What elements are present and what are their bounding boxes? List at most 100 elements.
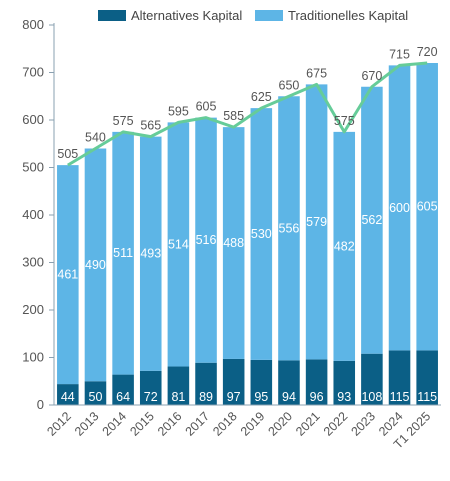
label-alternative: 93 [337, 390, 351, 404]
label-alternative: 72 [144, 390, 158, 404]
label-alternative: 64 [116, 390, 130, 404]
x-tick-label: 2023 [348, 409, 378, 439]
label-traditional: 511 [113, 246, 133, 260]
bar-alternative [222, 358, 245, 405]
label-traditional: 605 [417, 200, 438, 214]
bar-alternative [139, 370, 162, 405]
label-traditional: 490 [85, 258, 106, 272]
bar-traditional [195, 117, 217, 363]
label-traditional: 461 [57, 268, 78, 282]
bars [57, 63, 438, 405]
label-total: 575 [334, 114, 355, 128]
label-alternative: 115 [390, 390, 410, 404]
y-tick-label: 400 [22, 207, 44, 222]
y-tick-label: 800 [22, 17, 44, 32]
label-alternative: 115 [417, 390, 437, 404]
bar-traditional [250, 108, 273, 360]
label-total: 595 [168, 104, 189, 118]
label-total: 605 [196, 100, 217, 114]
bar-traditional [333, 131, 356, 361]
bar-alternative [250, 359, 273, 405]
legend: Alternatives Kapital Traditionelles Kapi… [98, 8, 408, 23]
label-traditional: 516 [196, 233, 217, 247]
total-line [67, 61, 428, 167]
x-tick-label: 2018 [210, 409, 240, 439]
label-alternative: 94 [282, 390, 296, 404]
bar-traditional [388, 65, 411, 351]
x-tick-label: 2014 [100, 409, 130, 439]
x-tick-label: 2022 [321, 409, 351, 439]
label-total: 670 [361, 69, 382, 83]
label-traditional: 482 [334, 239, 355, 253]
bar-traditional [167, 122, 190, 367]
y-tick-label: 500 [22, 160, 44, 175]
label-total: 565 [140, 119, 161, 133]
bar-alternative [333, 360, 356, 405]
label-alternative: 95 [254, 390, 268, 404]
label-total: 675 [306, 66, 327, 80]
bar-alternative [305, 359, 328, 405]
bar-alternative [112, 374, 134, 405]
y-tick-label: 300 [22, 255, 44, 270]
bar-traditional [361, 86, 383, 354]
label-total: 505 [57, 147, 78, 161]
label-traditional: 600 [389, 201, 410, 215]
label-traditional: 488 [223, 236, 244, 250]
bar-traditional [57, 165, 79, 385]
x-tick-label: 2012 [44, 409, 74, 439]
label-total: 585 [223, 109, 244, 123]
x-tick-label: 2016 [155, 409, 185, 439]
label-alternative: 81 [171, 390, 185, 404]
y-tick-label: 0 [37, 397, 44, 412]
label-traditional: 579 [306, 215, 327, 229]
total-series-line [67, 61, 428, 167]
label-alternative: 44 [61, 390, 75, 404]
bar-traditional [278, 96, 300, 361]
bar-alternative [57, 384, 79, 405]
label-alternative: 108 [361, 390, 382, 404]
bar-traditional [305, 84, 328, 360]
x-tick-label: 2021 [293, 409, 323, 439]
legend-swatch-traditional [255, 10, 283, 21]
bar-traditional [139, 136, 162, 371]
legend-label-alternative: Alternatives Kapital [131, 8, 242, 23]
label-total: 715 [389, 47, 410, 61]
label-total: 720 [417, 45, 438, 59]
legend-swatch-alternative [98, 10, 126, 21]
label-traditional: 530 [251, 227, 272, 241]
bar-alternative [167, 366, 190, 405]
y-axis: 0 100 200 300 400 500 600 700 800 [22, 17, 55, 412]
y-tick-label: 100 [22, 350, 44, 365]
y-tick-label: 600 [22, 112, 44, 127]
label-total: 575 [113, 114, 134, 128]
bar-alternative [416, 350, 438, 405]
x-tick-label: 2013 [72, 409, 102, 439]
bar-traditional [416, 63, 438, 351]
label-traditional: 514 [168, 237, 189, 251]
bar-traditional [112, 131, 134, 375]
x-tick-label: 2020 [266, 409, 296, 439]
x-tick-label: 2019 [238, 409, 268, 439]
y-tick-label: 200 [22, 302, 44, 317]
legend-label-traditional: Traditionelles Kapital [288, 8, 408, 23]
label-alternative: 96 [310, 390, 324, 404]
label-traditional: 493 [140, 247, 161, 261]
label-traditional: 556 [279, 221, 300, 235]
label-traditional: 562 [361, 213, 382, 227]
x-tick-label: 2015 [127, 409, 157, 439]
bar-alternative [278, 360, 300, 405]
label-total: 650 [279, 78, 300, 92]
y-tick-label: 700 [22, 65, 44, 80]
bar-alternative [84, 381, 107, 405]
label-total: 540 [85, 131, 106, 145]
bar-traditional [84, 148, 107, 382]
bar-alternative [388, 350, 411, 405]
label-total: 625 [251, 90, 272, 104]
bar-alternative [361, 353, 383, 405]
bar-alternative [195, 362, 217, 405]
bar-traditional [222, 127, 245, 359]
x-tick-label: 2017 [183, 409, 213, 439]
x-axis: 2012201320142015201620172018201920202021… [44, 404, 441, 452]
